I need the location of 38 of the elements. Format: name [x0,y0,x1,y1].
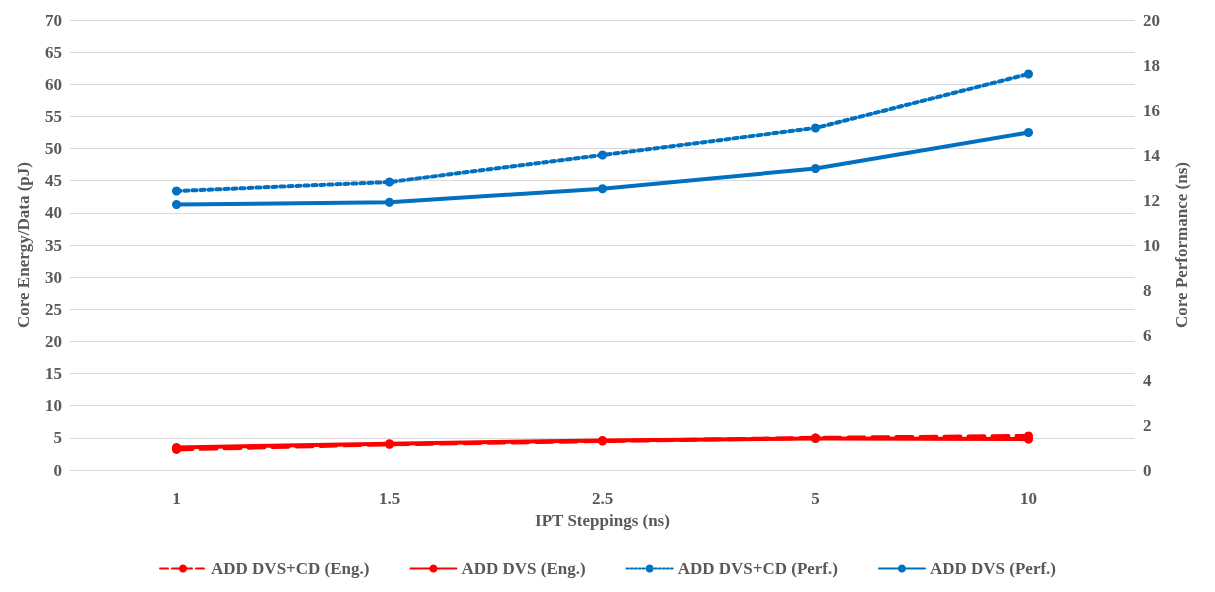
y2-tick-label: 14 [1143,145,1161,165]
x-tick-label: 10 [1020,489,1037,508]
x-axis-title: IPT Steppings (ns) [535,511,670,530]
y-tick-label: 45 [45,171,62,191]
y-axis-title: Core Energy/Data (pJ) [14,162,33,328]
y-tick-label: 60 [45,74,62,94]
y-tick-label: 70 [45,10,62,30]
legend-label: ADD DVS+CD (Perf.) [677,559,838,578]
legend-label: ADD DVS+CD (Eng.) [211,559,370,578]
y2-tick-label: 10 [1143,235,1160,255]
x-tick-label: 2.5 [591,489,614,508]
y2-tick-label: 8 [1143,280,1152,300]
y-tick-label: 55 [45,106,62,126]
y-tick-label: 35 [45,235,62,255]
x-tick-label: 1.5 [378,489,401,508]
y-tick-label: 20 [45,331,62,351]
y2-tick-label: 4 [1143,370,1152,390]
y2-tick-label: 16 [1143,100,1160,120]
y2-tick-label: 6 [1143,325,1152,345]
y-tick-label: 40 [45,203,62,223]
y2-tick-label: 18 [1143,55,1160,75]
y2-tick-label: 20 [1143,10,1160,30]
y2-axis-title: Core Performance (ns) [1172,162,1191,328]
x-tick-label: 5 [811,489,820,508]
x-tick-label: 1 [172,489,181,508]
y-tick-label: 10 [45,396,62,416]
y2-tick-label: 12 [1143,190,1160,210]
legend-label: ADD DVS (Eng.) [461,559,586,578]
y-tick-label: 15 [45,364,62,384]
legend-label: ADD DVS (Perf.) [929,559,1057,578]
y-tick-label: 30 [45,267,62,287]
y-tick-label: 0 [53,460,62,480]
y-tick-label: 50 [45,139,62,159]
y-tick-label: 65 [45,42,62,62]
y2-tick-label: 2 [1143,415,1152,435]
y-tick-label: 5 [53,428,62,448]
y-tick-label: 25 [45,299,62,319]
y2-tick-label: 0 [1143,460,1152,480]
